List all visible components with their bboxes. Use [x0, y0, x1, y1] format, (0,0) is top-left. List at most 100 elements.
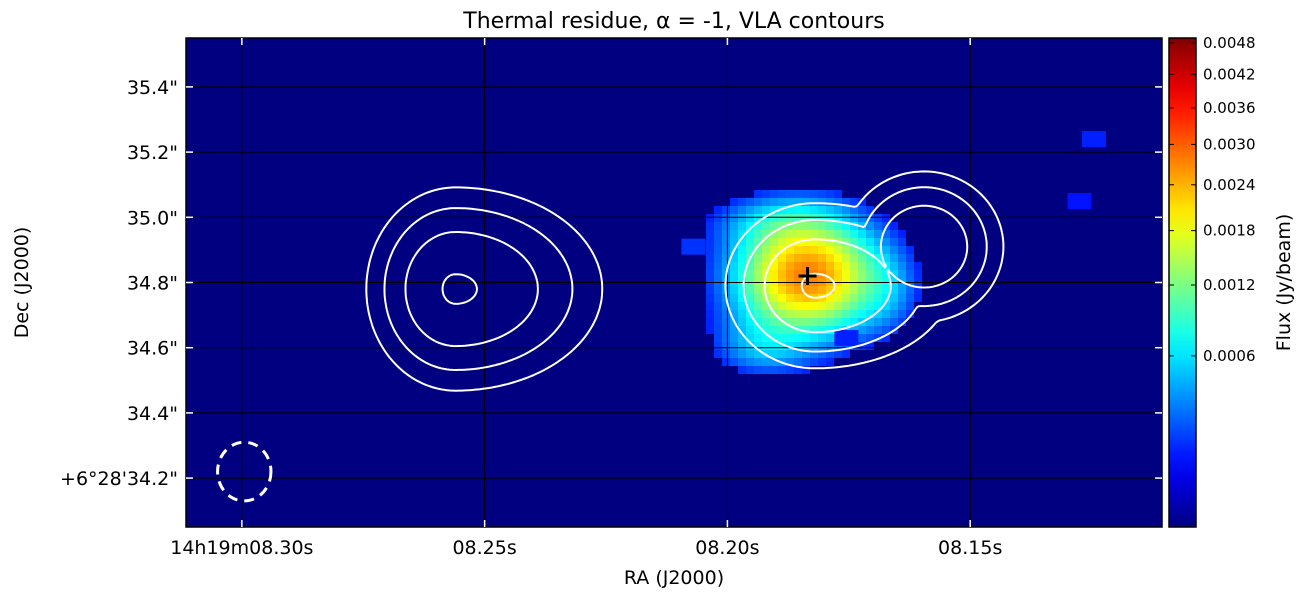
image-pixel [754, 246, 762, 254]
image-pixel [842, 214, 850, 222]
image-pixel [778, 342, 786, 350]
image-pixel [786, 294, 794, 302]
image-pixel [714, 214, 722, 222]
image-pixel [770, 334, 778, 342]
image-pixel [738, 342, 746, 350]
image-pixel [818, 342, 826, 350]
image-pixel [794, 214, 802, 222]
image-pixel [834, 286, 842, 294]
grid-lines [186, 38, 1162, 527]
image-pixel [754, 238, 762, 246]
image-pixel [746, 318, 754, 326]
image-pixel [770, 190, 778, 198]
image-pixel [810, 302, 818, 310]
image-pixel [882, 214, 890, 222]
image-pixel [826, 350, 834, 358]
image-pixel [874, 302, 882, 310]
image-pixel [802, 350, 810, 358]
image-pixel [826, 302, 834, 310]
noise-pixel [834, 329, 859, 346]
image-pixel [754, 270, 762, 278]
image-pixel [842, 206, 850, 214]
image-pixel [722, 342, 730, 350]
image-pixel [842, 198, 850, 206]
image-pixel [730, 222, 738, 230]
image-pixel [874, 262, 882, 270]
image-pixel [850, 206, 858, 214]
image-pixel [898, 246, 906, 254]
image-pixel [754, 262, 762, 270]
image-pixel [802, 262, 810, 270]
image-pixel [898, 310, 906, 318]
image-pixel [866, 342, 874, 350]
image-pixel [754, 206, 762, 214]
image-pixel [770, 270, 778, 278]
image-pixel [794, 222, 802, 230]
image-pixel [794, 366, 802, 374]
image-pixel [706, 230, 714, 238]
image-pixel [810, 358, 818, 366]
image-pixel [754, 350, 762, 358]
image-pixel [714, 246, 722, 254]
image-pixel [762, 310, 770, 318]
image-pixel [818, 198, 826, 206]
image-pixel [850, 198, 858, 206]
image-pixel [746, 342, 754, 350]
image-pixel [914, 286, 922, 294]
image-pixel [810, 230, 818, 238]
image-pixel [802, 222, 810, 230]
image-pixel [746, 270, 754, 278]
image-pixel [882, 334, 890, 342]
image-pixel [770, 214, 778, 222]
image-pixel [834, 190, 842, 198]
image-pixel [794, 198, 802, 206]
image-pixel [906, 286, 914, 294]
image-pixel [738, 294, 746, 302]
image-pixel [746, 350, 754, 358]
image-pixel [778, 214, 786, 222]
image-pixel [738, 366, 746, 374]
image-pixel [722, 310, 730, 318]
image-pixel [818, 326, 826, 334]
image-pixel [818, 318, 826, 326]
image-pixel [834, 350, 842, 358]
image-pixel [786, 310, 794, 318]
image-pixel [818, 358, 826, 366]
image-pixel [818, 302, 826, 310]
colorbar-tick-label: 0.0036 [1203, 99, 1256, 117]
image-pixel [754, 366, 762, 374]
image-pixel [914, 270, 922, 278]
image-pixel [810, 286, 818, 294]
image-pixel [762, 318, 770, 326]
image-pixel [754, 222, 762, 230]
image-pixel [746, 286, 754, 294]
image-pixel [866, 318, 874, 326]
image-pixel [882, 230, 890, 238]
image-pixel [730, 214, 738, 222]
image-pixel [794, 342, 802, 350]
image-pixel [706, 262, 714, 270]
image-pixel [738, 350, 746, 358]
image-pixel [826, 286, 834, 294]
image-pixel [810, 222, 818, 230]
image-pixel [890, 254, 898, 262]
image-pixel [834, 254, 842, 262]
image-pixel [738, 302, 746, 310]
image-pixel [874, 326, 882, 334]
image-pixel [722, 230, 730, 238]
image-pixel [794, 358, 802, 366]
image-pixel [866, 238, 874, 246]
image-pixel [738, 214, 746, 222]
image-pixel [802, 214, 810, 222]
image-pixel [722, 246, 730, 254]
image-pixel [818, 246, 826, 254]
image-pixel [770, 206, 778, 214]
image-pixel [778, 302, 786, 310]
image-pixel [826, 246, 834, 254]
image-pixel [786, 230, 794, 238]
image-pixel [786, 214, 794, 222]
image-pixel [722, 334, 730, 342]
image-pixel [866, 254, 874, 262]
image-pixel [762, 222, 770, 230]
image-pixel [818, 286, 826, 294]
